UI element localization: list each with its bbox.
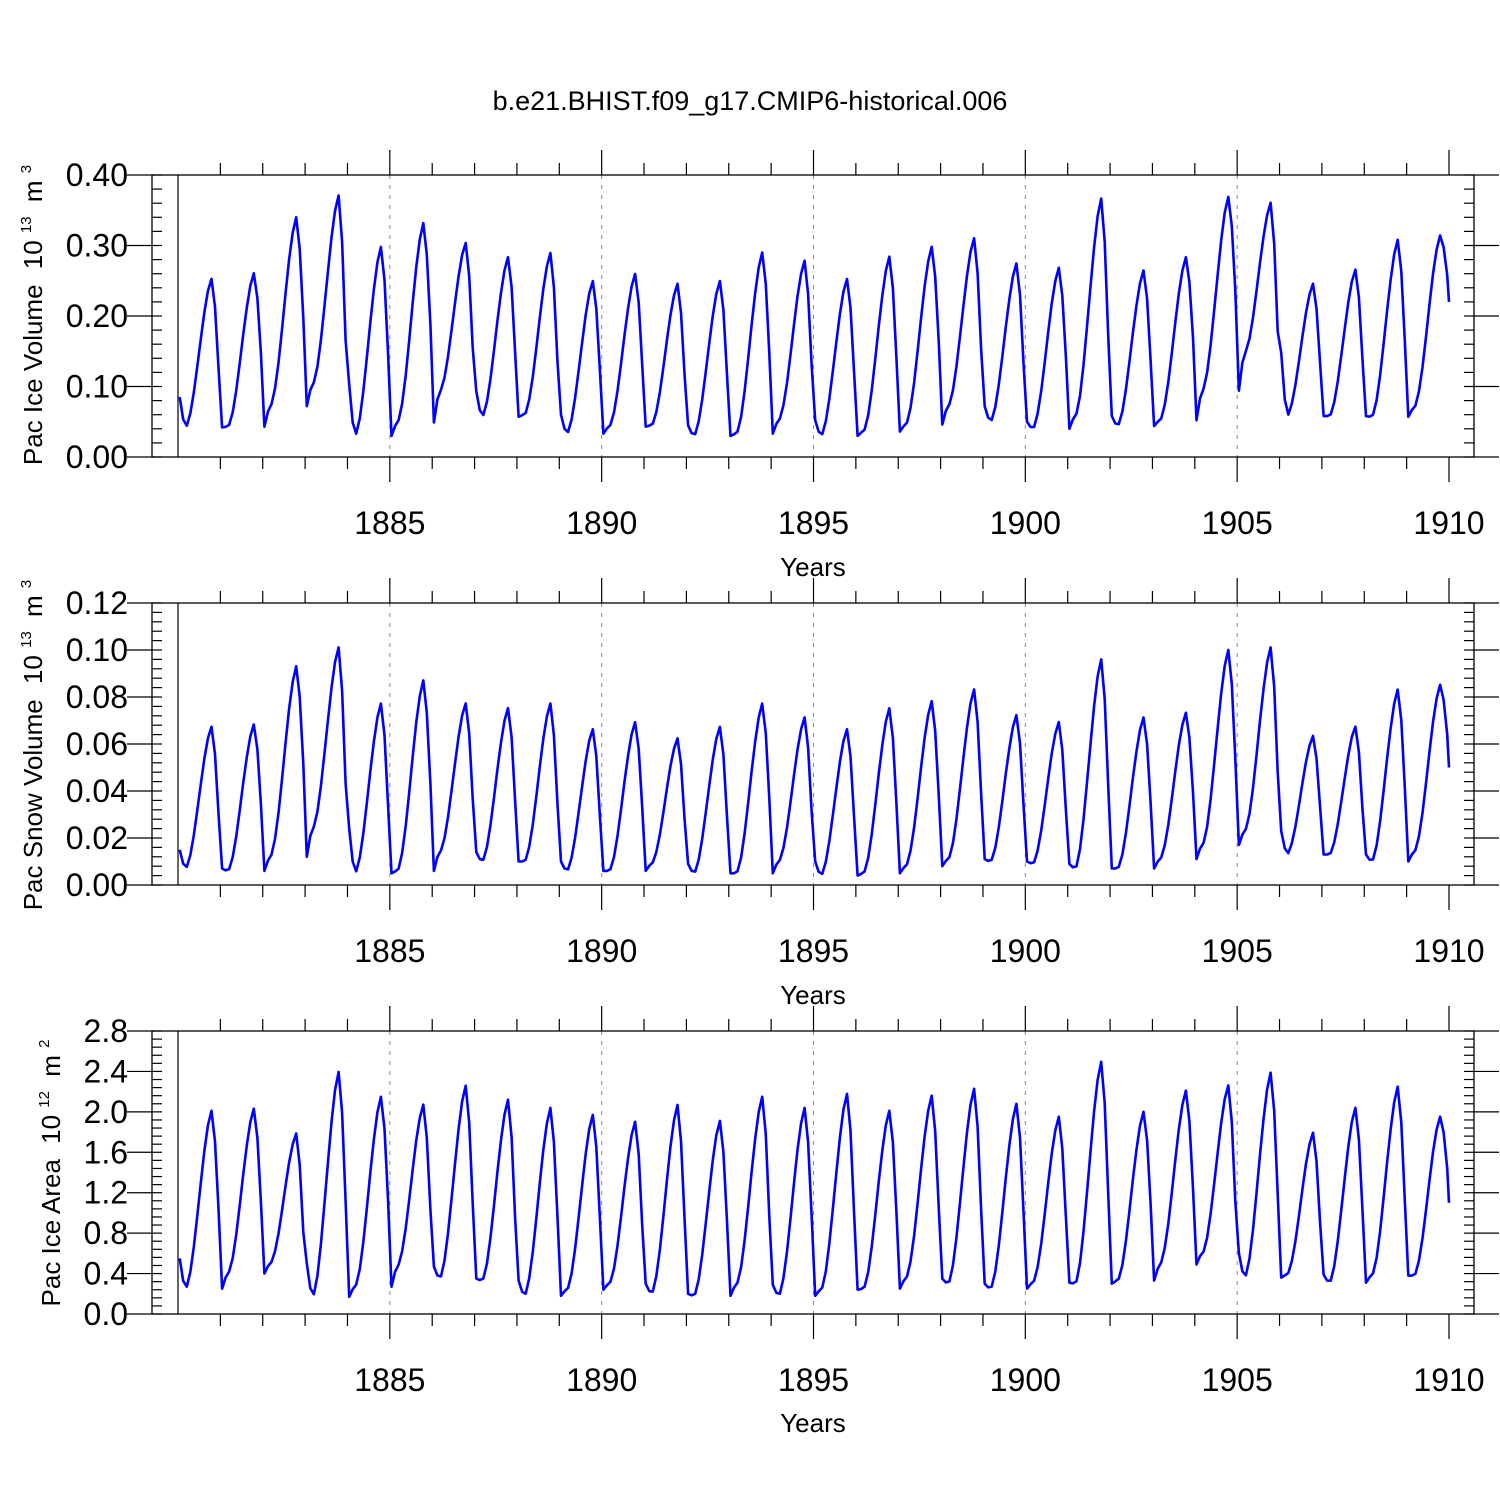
- ylabel-unit-suffix: m: [36, 1055, 66, 1077]
- plot-area: 0.00 0.02 0.04 0.06 0.08 0.10 0.12 1885 1890 1895…: [66, 578, 1499, 969]
- x-tick-label: 1905: [1202, 1362, 1273, 1398]
- y-tick-label: 0.08: [66, 679, 128, 715]
- y-tick-label: 0.00: [66, 439, 128, 475]
- x-tick-label: 1895: [778, 1362, 849, 1398]
- y-tick-label: 0.04: [66, 773, 128, 809]
- x-tick-label: 1895: [778, 505, 849, 541]
- ylabel-unit-exp: 13: [18, 631, 35, 648]
- x-tick-label: 1910: [1413, 933, 1484, 969]
- ylabel-unit-exp: 13: [18, 216, 35, 233]
- xlabel: Years: [780, 1408, 846, 1438]
- x-tick-label: 1900: [990, 505, 1061, 541]
- x-tick-label: 1885: [354, 933, 425, 969]
- panel-ice-volume: Pac Ice Volume 10 13 m 3 Years 0.000.100…: [7, 150, 1499, 582]
- x-tick-label: 1905: [1202, 505, 1273, 541]
- plot-area: 0.0 0.4 0.8 1.2 1.6 2.0 2.4 2.8 1885 1890 1895 1900…: [84, 1006, 1499, 1398]
- y-tick-label: 0.30: [66, 228, 128, 264]
- y-tick-label: 0.0: [84, 1296, 128, 1332]
- ylabel-unit-suffix: m: [18, 595, 48, 617]
- x-tick-label: 1885: [354, 505, 425, 541]
- y-tick-label: 0.4: [84, 1256, 128, 1292]
- plot-area: 0.00 0.10 0.20 0.30 0.40 1885 1890 1895 1900 1905…: [66, 150, 1499, 541]
- svg-text:Pac Ice Area 10: Pac Ice Area 10 12 m 2: [25, 1040, 66, 1307]
- ylabel-text: Pac Snow Volume: [18, 699, 48, 910]
- ylabel-text: Pac Ice Area: [36, 1159, 66, 1307]
- x-tick-label: 1890: [566, 505, 637, 541]
- y-tick-label: 0.02: [66, 820, 128, 856]
- y-tick-label: 0.8: [84, 1215, 128, 1251]
- ylabel-unit-base: 10: [18, 240, 48, 269]
- panel-snow-volume: Pac Snow Volume 10 13 m 3 Years 0.00 0.02…: [7, 578, 1499, 1010]
- xlabel: Years: [780, 552, 846, 582]
- series-line: [178, 1060, 1451, 1299]
- ylabel: Pac Snow Volume 10 13 m 3: [7, 580, 48, 911]
- x-tick-label: 1900: [990, 933, 1061, 969]
- x-tick-label: 1910: [1413, 505, 1484, 541]
- ylabel-unit-suffix-exp: 2: [36, 1040, 53, 1048]
- series-line: [178, 646, 1451, 877]
- ylabel-unit-exp: 12: [36, 1091, 53, 1108]
- ylabel-unit-base: 10: [18, 655, 48, 684]
- y-tick-label: 0.10: [66, 369, 128, 405]
- x-tick-label: 1885: [354, 1362, 425, 1398]
- y-tick-label: 1.2: [84, 1175, 128, 1211]
- y-tick-label: 2.8: [84, 1013, 128, 1049]
- y-tick-label: 0.00: [66, 867, 128, 903]
- x-tick-label: 1890: [566, 1362, 637, 1398]
- svg-text:Pac Snow Volume 10: Pac Snow Volume 10 13 m 3: [7, 580, 48, 911]
- ylabel-unit-base: 10: [36, 1115, 66, 1144]
- x-tick-label: 1905: [1202, 933, 1273, 969]
- page-title: b.e21.BHIST.f09_g17.CMIP6-historical.006: [493, 86, 1008, 116]
- panel-ice-area: Pac Ice Area 10 12 m 2 Years 0.0 0.4 0.8 1.…: [25, 1006, 1499, 1438]
- ylabel-text: Pac Ice Volume: [18, 284, 48, 465]
- y-tick-label: 0.40: [66, 157, 128, 193]
- x-tick-label: 1895: [778, 933, 849, 969]
- ylabel: Pac Ice Area 10 12 m 2: [25, 1040, 66, 1307]
- y-tick-label: 0.06: [66, 726, 128, 762]
- ylabel-unit-suffix-exp: 3: [18, 580, 35, 588]
- svg-text:Pac Ice Volume 10: Pac Ice Volume 10 13 m 3: [7, 165, 48, 465]
- y-tick-label: 2.0: [84, 1094, 128, 1130]
- x-tick-label: 1890: [566, 933, 637, 969]
- y-tick-label: 0.20: [66, 298, 128, 334]
- ylabel: Pac Ice Volume 10 13 m 3: [7, 165, 48, 465]
- y-tick-label: 0.10: [66, 632, 128, 668]
- y-tick-label: 2.4: [84, 1053, 128, 1089]
- series-line: [178, 194, 1451, 438]
- y-tick-label: 1.6: [84, 1134, 128, 1170]
- x-tick-label: 1900: [990, 1362, 1061, 1398]
- ylabel-unit-suffix: m: [18, 180, 48, 202]
- ylabel-unit-suffix-exp: 3: [18, 165, 35, 173]
- xlabel: Years: [780, 980, 846, 1010]
- x-tick-label: 1910: [1413, 1362, 1484, 1398]
- y-tick-label: 0.12: [66, 585, 128, 621]
